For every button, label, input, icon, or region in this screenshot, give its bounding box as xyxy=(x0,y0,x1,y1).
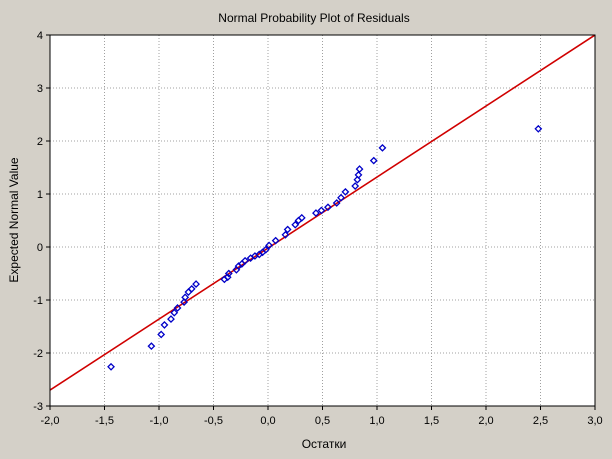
y-tick-label: 3 xyxy=(37,83,43,95)
y-tick-label: -1 xyxy=(33,295,43,307)
y-tick-label: -2 xyxy=(33,348,43,360)
data-point xyxy=(147,342,156,351)
data-point xyxy=(378,143,387,152)
data-point xyxy=(324,203,332,212)
x-axis-title: Остатки xyxy=(302,437,347,451)
y-tick-label: 2 xyxy=(37,136,43,148)
data-point xyxy=(160,320,169,329)
x-tick-label: 0,5 xyxy=(315,415,330,427)
y-tick-label: 0 xyxy=(37,242,43,254)
data-point xyxy=(353,175,362,184)
y-tick-label: -3 xyxy=(33,401,43,413)
data-point xyxy=(354,171,363,179)
grid-lines xyxy=(50,35,595,406)
x-tick-label: 2,5 xyxy=(533,415,548,427)
data-point xyxy=(107,362,115,371)
data-point xyxy=(187,284,196,293)
y-axis-ticks: -3 -2 -1 0 1 2 3 4 xyxy=(33,30,50,413)
data-point xyxy=(337,193,345,202)
data-point xyxy=(271,236,280,245)
data-point xyxy=(281,230,290,239)
data-point xyxy=(181,293,190,302)
data-point xyxy=(167,315,175,323)
data-point xyxy=(355,165,364,174)
data-point xyxy=(173,304,182,312)
x-tick-label: -0,5 xyxy=(204,415,223,427)
data-point xyxy=(332,199,341,207)
y-axis-title: Expected Normal Value xyxy=(7,157,21,283)
data-point xyxy=(297,213,306,222)
data-point xyxy=(283,225,292,234)
x-tick-label: 1,5 xyxy=(424,415,439,427)
data-point xyxy=(291,220,300,229)
data-point xyxy=(157,330,166,339)
data-point xyxy=(170,308,179,317)
y-tick-label: 1 xyxy=(37,189,43,201)
data-points xyxy=(107,124,543,371)
data-point xyxy=(351,182,360,190)
data-point xyxy=(317,206,326,215)
x-tick-label: 1,0 xyxy=(369,415,384,427)
data-point xyxy=(265,241,274,250)
x-tick-label: -1,5 xyxy=(95,415,114,427)
data-point xyxy=(261,245,270,254)
data-point xyxy=(224,269,233,278)
chart-title: Normal Probability Plot of Residuals xyxy=(218,11,409,25)
data-point xyxy=(241,256,250,265)
x-tick-label: -1,0 xyxy=(150,415,169,427)
x-tick-label: -2,0 xyxy=(41,415,60,427)
data-point xyxy=(369,156,378,165)
data-point xyxy=(180,298,188,307)
x-tick-label: 2,0 xyxy=(478,415,493,427)
x-tick-label: 0,0 xyxy=(260,415,275,427)
data-point xyxy=(534,124,543,133)
y-tick-label: 4 xyxy=(37,30,43,42)
data-point xyxy=(312,209,320,217)
x-axis-ticks: -2,0 -1,5 -1,0 -0,5 0,0 0,5 1,0 1,5 2,0 2,5 3,0 xyxy=(41,406,603,427)
data-point xyxy=(341,187,350,196)
x-tick-label: 3,0 xyxy=(587,415,602,427)
data-point xyxy=(192,280,200,289)
